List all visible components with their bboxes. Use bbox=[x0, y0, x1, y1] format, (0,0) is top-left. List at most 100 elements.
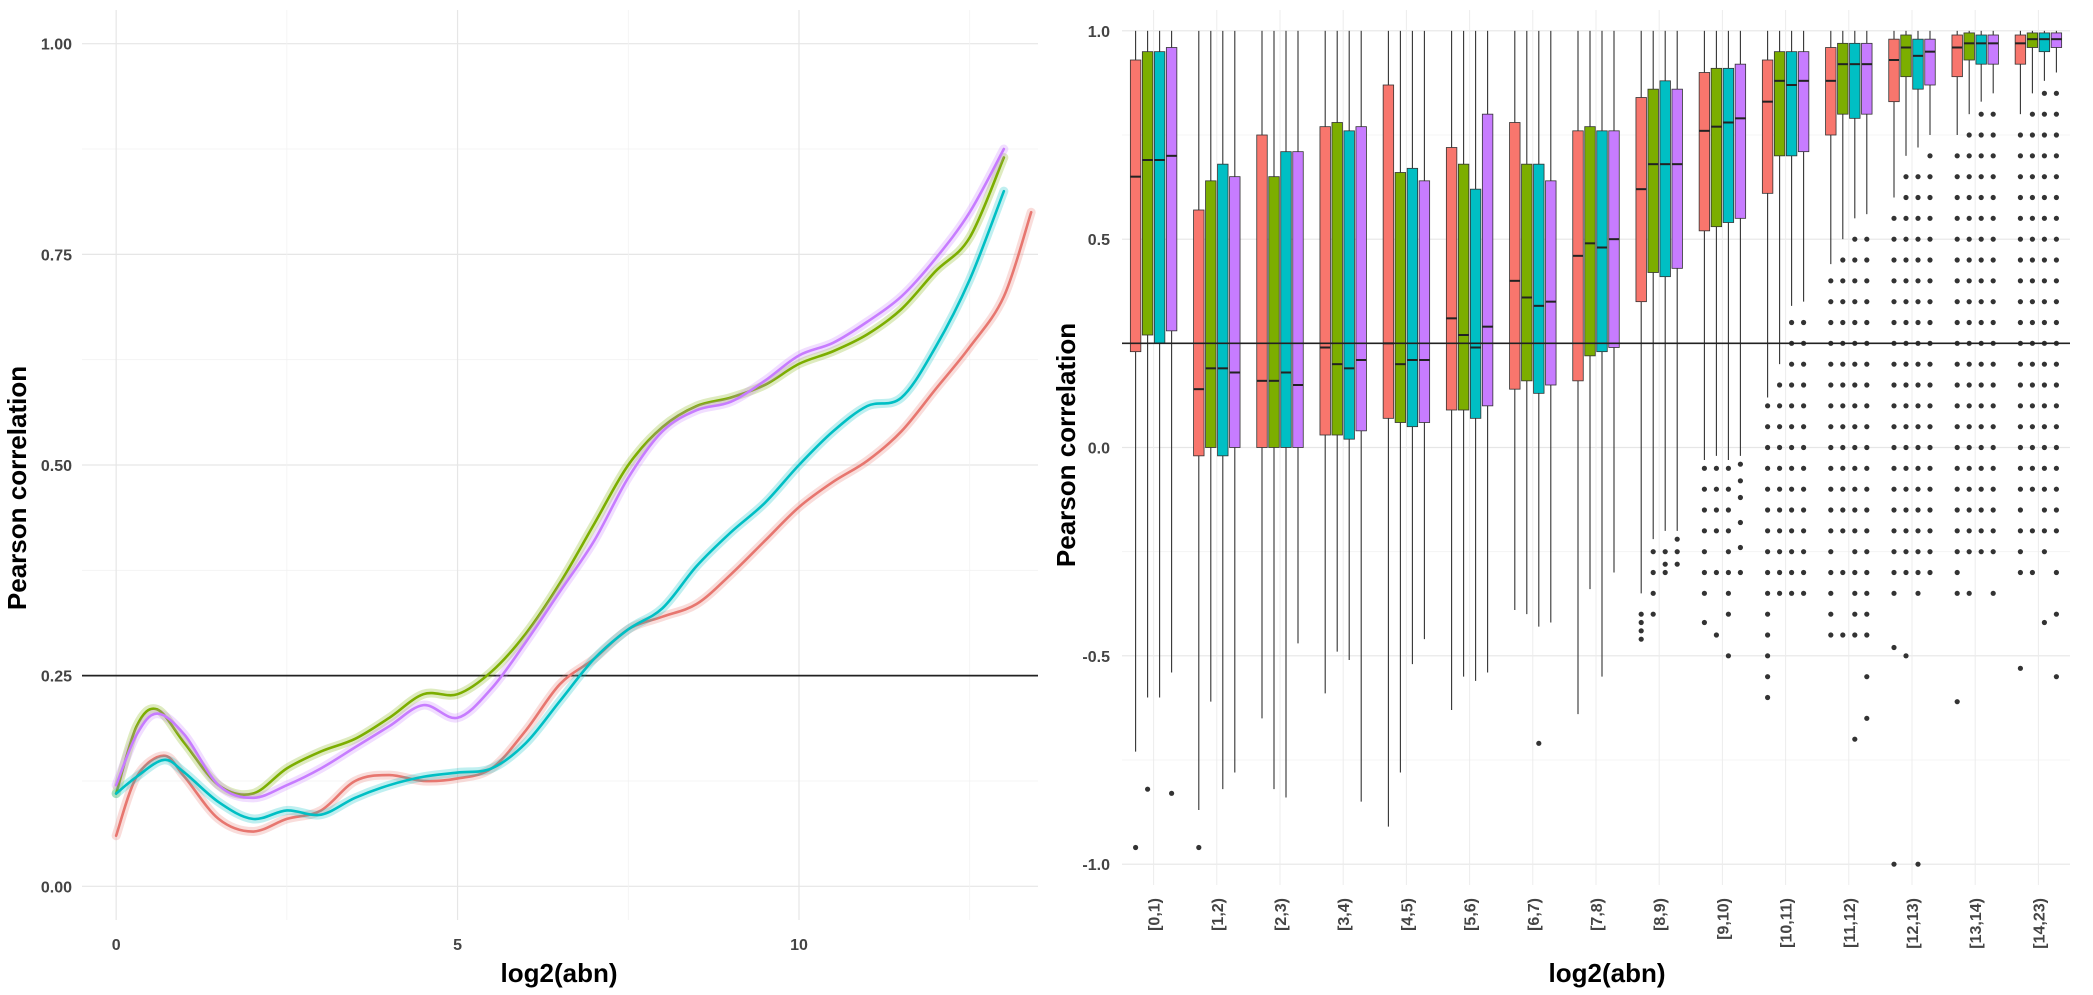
outlier-point bbox=[2029, 424, 2035, 430]
outlier-point bbox=[1828, 569, 1834, 576]
left-x-tick-label: 0 bbox=[112, 937, 121, 954]
outlier-point bbox=[1840, 444, 1846, 451]
outlier-point bbox=[2029, 528, 2035, 534]
outlier-point bbox=[1864, 715, 1870, 721]
outlier-point bbox=[1852, 299, 1858, 305]
outlier-point bbox=[1978, 215, 1984, 221]
outlier-point bbox=[2029, 236, 2035, 242]
right-y-tick-label: -1.0 bbox=[1082, 857, 1110, 874]
outlier-point bbox=[1840, 319, 1846, 326]
outlier-point bbox=[1828, 299, 1834, 305]
right-y-tick-label: -0.5 bbox=[1082, 649, 1110, 666]
outlier-point bbox=[1891, 257, 1897, 263]
box bbox=[1469, 188, 1482, 419]
outlier-point bbox=[2017, 465, 2023, 471]
outlier-point bbox=[2029, 153, 2035, 159]
outlier-point bbox=[1864, 590, 1870, 596]
outlier-point bbox=[1927, 486, 1933, 492]
outlier-point bbox=[2041, 549, 2047, 555]
outlier-point bbox=[2041, 132, 2047, 138]
outlier-point bbox=[1801, 549, 1807, 555]
box bbox=[1584, 126, 1596, 357]
outlier-point bbox=[1966, 236, 1972, 242]
outlier-point bbox=[1701, 590, 1707, 596]
outlier-point bbox=[1737, 478, 1743, 484]
outlier-point bbox=[2017, 444, 2023, 451]
outlier-point bbox=[2017, 403, 2023, 409]
outlier-point bbox=[1864, 361, 1870, 367]
box bbox=[1355, 126, 1367, 432]
outlier-point bbox=[2029, 361, 2035, 367]
outlier-point bbox=[1927, 299, 1933, 305]
outlier-point bbox=[1990, 257, 1996, 263]
outlier-point bbox=[1777, 569, 1783, 576]
outlier-point bbox=[1840, 486, 1846, 492]
outlier-point bbox=[1927, 257, 1933, 263]
outlier-point bbox=[1966, 257, 1972, 263]
outlier-point bbox=[2029, 194, 2035, 201]
outlier-point bbox=[1978, 319, 1984, 326]
box bbox=[1280, 151, 1292, 448]
outlier-point bbox=[1978, 486, 1984, 492]
outlier-point bbox=[2053, 194, 2059, 201]
series-3-line bbox=[114, 147, 1006, 800]
outlier-point bbox=[2053, 674, 2059, 680]
outlier-point bbox=[1915, 257, 1921, 263]
outlier-point bbox=[1674, 561, 1680, 567]
outlier-point bbox=[1777, 465, 1783, 471]
outlier-point bbox=[2053, 319, 2059, 326]
outlier-point bbox=[2029, 382, 2035, 388]
outlier-point bbox=[1990, 549, 1996, 555]
outlier-point bbox=[1789, 528, 1795, 534]
right-x-tick-label: [13,14) bbox=[1968, 898, 1985, 949]
outlier-point bbox=[1903, 465, 1909, 471]
outlier-point bbox=[1978, 299, 1984, 305]
outlier-point bbox=[1990, 236, 1996, 242]
outlier-point bbox=[1789, 486, 1795, 492]
box bbox=[1481, 113, 1494, 407]
outlier-point bbox=[2053, 486, 2059, 492]
outlier-point bbox=[1978, 194, 1984, 201]
outlier-point bbox=[1852, 590, 1858, 596]
outlier-point bbox=[1765, 653, 1771, 659]
outlier-point bbox=[1891, 319, 1897, 326]
outlier-point bbox=[1864, 424, 1870, 430]
outlier-point bbox=[1789, 507, 1795, 513]
outlier-point bbox=[1852, 528, 1858, 534]
outlier-point bbox=[1990, 111, 1996, 117]
outlier-point bbox=[1978, 361, 1984, 367]
outlier-point bbox=[2053, 424, 2059, 430]
outlier-point bbox=[1954, 699, 1960, 705]
right-y-tick-label: 1.0 bbox=[1088, 24, 1110, 41]
outlier-point bbox=[1927, 174, 1933, 180]
right-x-tick-label: [10,11) bbox=[1779, 898, 1796, 948]
outlier-point bbox=[1903, 319, 1909, 326]
outlier-point bbox=[1864, 299, 1870, 305]
outlier-point bbox=[1954, 194, 1960, 201]
outlier-point bbox=[2017, 215, 2023, 221]
outlier-point bbox=[1801, 444, 1807, 451]
outlier-point bbox=[1891, 236, 1897, 242]
outlier-point bbox=[1954, 299, 1960, 305]
outlier-point bbox=[1777, 424, 1783, 430]
outlier-point bbox=[1990, 153, 1996, 159]
outlier-point bbox=[2041, 619, 2047, 626]
outlier-point bbox=[1801, 507, 1807, 513]
outlier-point bbox=[1903, 507, 1909, 513]
outlier-point bbox=[1966, 215, 1972, 221]
box bbox=[1205, 180, 1217, 448]
outlier-point bbox=[1990, 132, 1996, 138]
right-x-tick-label: [3,4) bbox=[1336, 898, 1353, 931]
box bbox=[1671, 88, 1683, 269]
outlier-point bbox=[1737, 544, 1743, 551]
left-y-tick-labels: 0.00 0.25 0.50 0.75 1.00 bbox=[41, 37, 72, 897]
box bbox=[1319, 126, 1331, 436]
outlier-point bbox=[2029, 319, 2035, 326]
outlier-point bbox=[1852, 486, 1858, 492]
outlier-point bbox=[1978, 111, 1984, 117]
series-0-line bbox=[114, 210, 1033, 838]
outlier-point bbox=[1852, 549, 1858, 555]
outlier-point bbox=[1828, 632, 1834, 638]
outlier-point bbox=[1864, 674, 1870, 680]
outlier-point bbox=[2041, 444, 2047, 451]
